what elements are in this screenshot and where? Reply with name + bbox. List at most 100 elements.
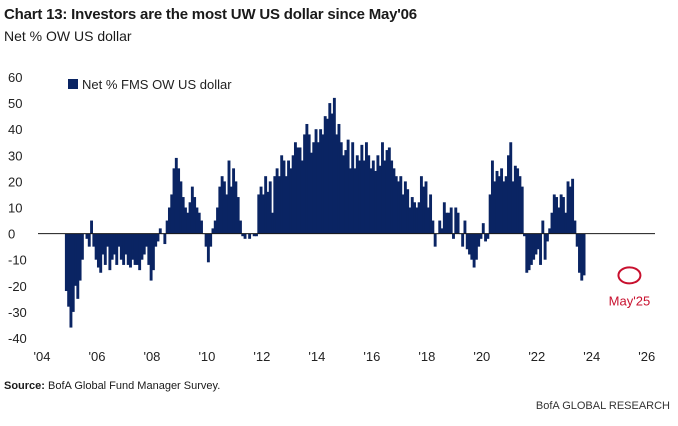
bar — [321, 134, 325, 234]
chart-legend: Net % FMS OW US dollar — [68, 77, 232, 92]
bar — [255, 233, 258, 237]
bar — [264, 176, 268, 234]
bar — [190, 186, 194, 234]
bar — [184, 207, 187, 234]
bar — [543, 233, 547, 260]
bar — [64, 233, 68, 292]
bar — [220, 176, 224, 234]
bar — [392, 168, 396, 234]
y-tick-label: 50 — [8, 96, 22, 111]
bar — [555, 197, 559, 234]
y-tick-label: 40 — [8, 122, 22, 137]
bar — [532, 233, 536, 260]
bar — [440, 228, 444, 234]
bar — [271, 212, 274, 234]
bar-series — [64, 97, 586, 328]
bar — [69, 233, 73, 328]
bar — [481, 223, 485, 234]
bar — [298, 147, 302, 234]
x-tick-label: '24 — [583, 349, 600, 364]
y-tick-label: -10 — [8, 253, 27, 268]
bar — [426, 207, 430, 234]
bar — [470, 233, 474, 260]
bar — [335, 134, 339, 234]
bar — [239, 220, 242, 234]
brand-label: BofA GLOBAL RESEARCH — [535, 400, 670, 412]
y-tick-label: -40 — [8, 331, 27, 346]
bar — [383, 160, 387, 234]
bar — [131, 233, 135, 260]
bar — [578, 233, 581, 273]
bar — [362, 160, 366, 234]
bar — [193, 197, 197, 234]
bar — [275, 168, 279, 234]
bar — [211, 228, 215, 234]
bar — [568, 186, 572, 234]
bar — [557, 207, 561, 234]
bar — [507, 155, 510, 234]
bar — [582, 233, 586, 276]
bar — [429, 194, 433, 234]
x-tick-label: '12 — [253, 349, 270, 364]
bar — [342, 155, 345, 234]
bar — [355, 155, 359, 234]
bar — [328, 103, 332, 234]
bar — [497, 176, 501, 234]
bar — [504, 176, 508, 234]
bar — [126, 233, 130, 265]
source-label: Source: — [4, 380, 45, 392]
bar — [523, 233, 526, 237]
bar — [545, 233, 549, 242]
bar — [463, 220, 467, 234]
bar — [490, 160, 494, 234]
bar — [406, 189, 410, 234]
bar — [520, 186, 524, 234]
bar — [552, 194, 556, 234]
bar — [99, 233, 103, 273]
bar — [417, 202, 421, 234]
x-tick-label: '14 — [308, 349, 325, 364]
bar — [151, 233, 155, 271]
bar — [312, 142, 316, 234]
bar — [541, 220, 545, 234]
bar — [346, 139, 350, 234]
bar — [80, 233, 84, 260]
bar — [394, 176, 398, 234]
bar — [348, 168, 352, 234]
bar — [222, 181, 226, 234]
bar — [344, 150, 348, 234]
bar — [536, 233, 540, 250]
bar — [87, 233, 91, 247]
bar — [225, 194, 229, 234]
bar — [390, 160, 394, 234]
bar — [103, 233, 107, 265]
bar — [181, 197, 185, 234]
bar — [296, 147, 300, 234]
bar — [266, 191, 270, 234]
bar — [564, 212, 568, 234]
bar — [232, 168, 236, 234]
bar — [399, 176, 403, 234]
bar — [163, 233, 167, 245]
bar — [122, 233, 126, 265]
bar — [140, 233, 144, 260]
bar — [376, 155, 380, 234]
bar — [500, 168, 504, 234]
annotation-circle — [617, 266, 642, 285]
bar — [566, 181, 570, 234]
bar — [433, 233, 437, 247]
bar — [117, 233, 121, 247]
bar — [197, 212, 201, 234]
bar — [525, 233, 529, 273]
x-axis-ticks: '04 '06 '08 '10 '12 '14 '16 '18 '20 '22 '24 '26 — [34, 349, 656, 364]
bar — [550, 212, 554, 234]
bar — [218, 186, 222, 234]
bar — [316, 142, 320, 234]
x-tick-label: '18 — [418, 349, 435, 364]
bar — [319, 129, 323, 234]
bar — [280, 155, 284, 234]
bar — [337, 123, 341, 234]
bar — [305, 123, 309, 234]
bar — [229, 186, 233, 234]
bar — [415, 207, 419, 234]
